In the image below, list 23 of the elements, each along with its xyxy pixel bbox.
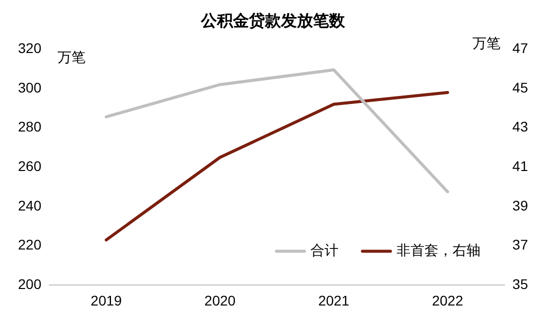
y2-tick-label: 43 — [512, 118, 528, 135]
y-tick-label: 220 — [18, 236, 42, 253]
y2-tick-label: 35 — [512, 276, 528, 292]
y-tick-label: 260 — [18, 158, 42, 174]
y-tick-label: 280 — [18, 118, 42, 135]
legend-label: 合计 — [310, 242, 338, 258]
y-tick-label: 300 — [18, 79, 42, 96]
chart-title: 公积金贷款发放笔数 — [200, 12, 346, 30]
x-tick-label: 2020 — [204, 292, 236, 308]
y2-axis-title: 万笔 — [472, 35, 500, 52]
x-tick-label: 2021 — [318, 292, 350, 308]
y-tick-label: 240 — [18, 197, 42, 214]
y2-tick-label: 41 — [512, 158, 528, 174]
y2-tick-label: 39 — [512, 197, 528, 214]
legend-label: 非首套，右轴 — [396, 242, 480, 258]
y2-tick-label: 47 — [512, 40, 528, 56]
y-tick-label: 200 — [18, 276, 42, 292]
y-tick-label: 320 — [18, 40, 42, 56]
y-axis-title: 万笔 — [57, 49, 86, 66]
y2-tick-label: 37 — [512, 236, 528, 253]
x-tick-label: 2019 — [90, 292, 122, 308]
y2-tick-label: 45 — [512, 79, 528, 96]
x-tick-label: 2022 — [432, 292, 464, 308]
